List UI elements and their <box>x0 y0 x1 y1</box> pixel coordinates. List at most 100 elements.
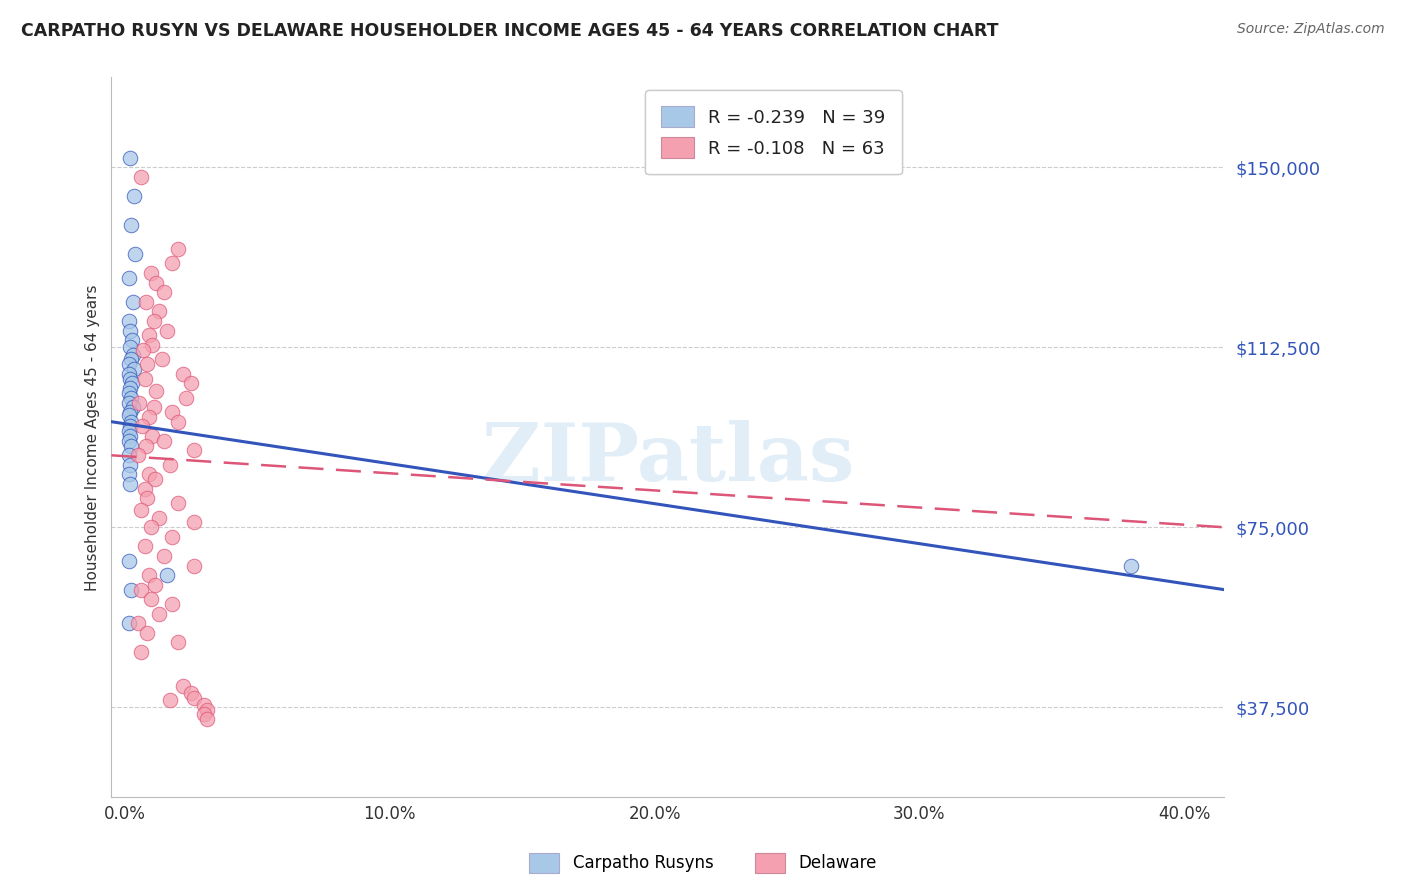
Point <box>172 679 194 693</box>
Point <box>166 415 188 429</box>
Point <box>121 333 143 347</box>
Point <box>1121 558 1143 573</box>
Point <box>148 607 170 621</box>
Point <box>150 352 173 367</box>
Point <box>141 266 163 280</box>
Point <box>120 405 142 419</box>
Point <box>153 434 176 448</box>
Point <box>120 324 142 338</box>
Point <box>118 458 141 472</box>
Point <box>156 568 179 582</box>
Point <box>124 246 146 260</box>
Point <box>193 698 215 712</box>
Point <box>121 401 143 415</box>
Point <box>183 690 205 705</box>
Point <box>134 540 156 554</box>
Point <box>145 384 167 398</box>
Point <box>121 376 143 391</box>
Point <box>180 376 202 391</box>
Point <box>129 645 152 659</box>
Point <box>120 371 142 385</box>
Point <box>135 439 157 453</box>
Point <box>134 371 156 385</box>
Point <box>180 686 202 700</box>
Point <box>127 448 149 462</box>
Point <box>131 419 153 434</box>
Point <box>127 616 149 631</box>
Point <box>118 357 141 371</box>
Point <box>143 578 166 592</box>
Point <box>120 429 142 443</box>
Point <box>141 520 163 534</box>
Point <box>138 328 160 343</box>
Point <box>117 467 139 482</box>
Point <box>148 510 170 524</box>
Point <box>120 352 142 367</box>
Point <box>118 554 141 568</box>
Point <box>132 343 155 357</box>
Point <box>162 256 184 270</box>
Point <box>193 707 215 722</box>
Legend: Carpatho Rusyns, Delaware: Carpatho Rusyns, Delaware <box>523 847 883 880</box>
Point <box>142 314 165 328</box>
Point <box>172 367 194 381</box>
Y-axis label: Householder Income Ages 45 - 64 years: Householder Income Ages 45 - 64 years <box>86 284 100 591</box>
Point <box>129 582 152 597</box>
Point <box>117 616 139 631</box>
Point <box>159 458 181 472</box>
Point <box>166 242 188 256</box>
Text: ZIPatlas: ZIPatlas <box>482 420 853 498</box>
Point <box>162 530 184 544</box>
Point <box>195 712 218 726</box>
Point <box>141 338 163 352</box>
Point <box>117 367 139 381</box>
Point <box>128 395 150 409</box>
Point <box>120 391 142 405</box>
Point <box>145 276 167 290</box>
Point <box>129 169 152 184</box>
Point <box>136 357 159 371</box>
Point <box>135 294 157 309</box>
Point <box>118 448 141 462</box>
Point <box>120 415 142 429</box>
Point <box>156 324 179 338</box>
Point <box>118 270 141 285</box>
Point <box>143 472 166 486</box>
Point <box>138 467 160 482</box>
Point <box>118 151 141 165</box>
Point <box>166 635 188 649</box>
Point <box>153 549 176 563</box>
Point <box>142 401 165 415</box>
Point <box>122 189 145 203</box>
Point <box>195 702 218 716</box>
Point <box>118 340 141 354</box>
Point <box>118 419 141 434</box>
Point <box>118 395 141 409</box>
Point <box>120 477 142 491</box>
Text: Source: ZipAtlas.com: Source: ZipAtlas.com <box>1237 22 1385 37</box>
Point <box>166 496 188 510</box>
Point <box>159 693 181 707</box>
Text: CARPATHO RUSYN VS DELAWARE HOUSEHOLDER INCOME AGES 45 - 64 YEARS CORRELATION CHA: CARPATHO RUSYN VS DELAWARE HOUSEHOLDER I… <box>21 22 998 40</box>
Point <box>183 443 205 458</box>
Point <box>117 408 139 422</box>
Point <box>162 597 184 611</box>
Point <box>138 568 160 582</box>
Point <box>120 218 142 232</box>
Point <box>174 391 197 405</box>
Point <box>129 503 152 517</box>
Point <box>136 625 159 640</box>
Point <box>141 429 163 443</box>
Point <box>148 304 170 318</box>
Point <box>162 405 184 419</box>
Point <box>141 592 163 607</box>
Point <box>117 314 139 328</box>
Point <box>122 347 145 361</box>
Point <box>134 482 156 496</box>
Point <box>122 362 145 376</box>
Point <box>120 439 142 453</box>
Point <box>138 409 160 424</box>
Point <box>117 385 139 400</box>
Point <box>183 516 205 530</box>
Point <box>118 425 141 439</box>
